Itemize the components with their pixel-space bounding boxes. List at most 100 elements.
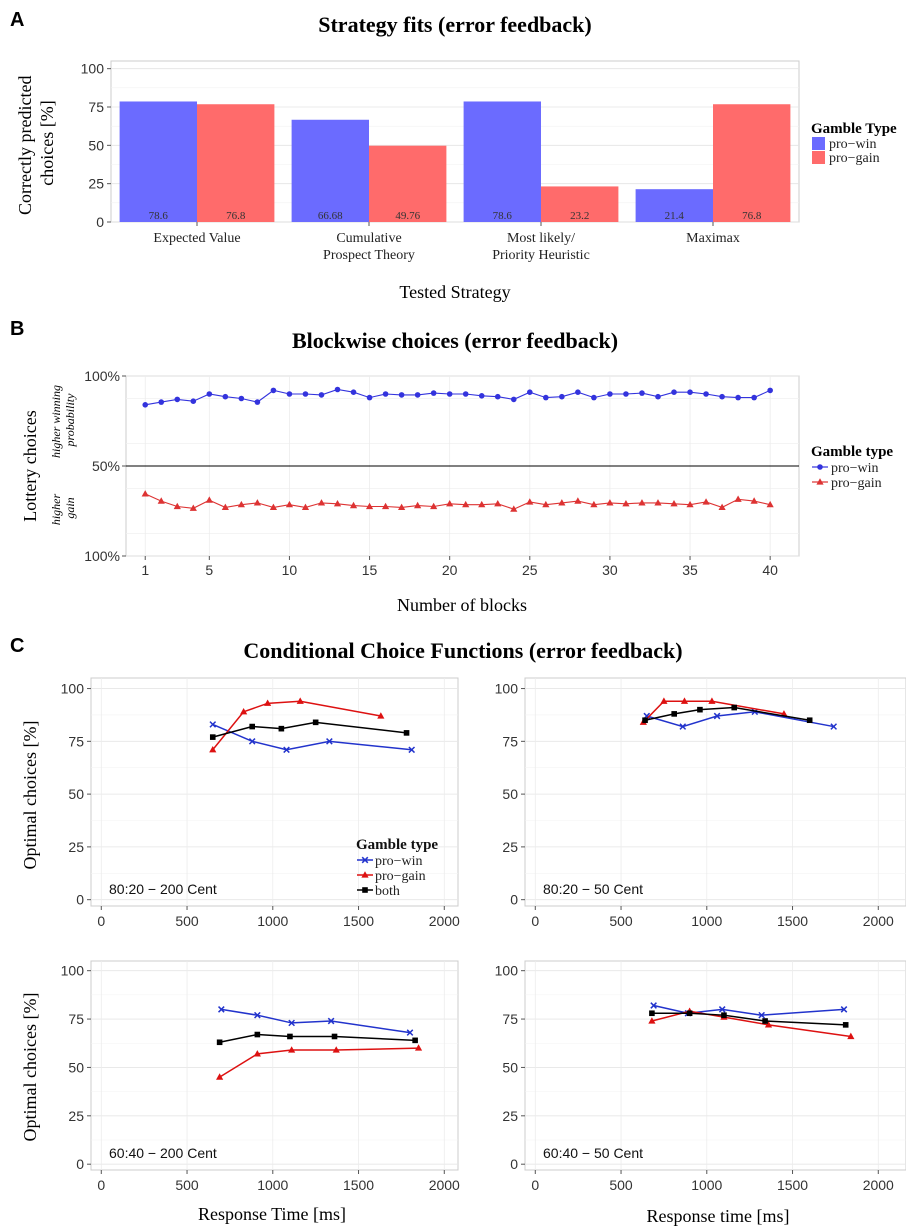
subplot-xtick-label: 1500 bbox=[777, 913, 808, 929]
panel-b-xtick-label: 5 bbox=[205, 562, 213, 578]
point-pro-gain bbox=[237, 500, 245, 508]
series-line-pro-win bbox=[145, 388, 771, 406]
point-pro-gain bbox=[718, 503, 726, 510]
point-pro-gain bbox=[349, 501, 358, 509]
point-pro-win bbox=[286, 391, 293, 397]
point-pro-gain bbox=[381, 502, 390, 510]
point-pro-win bbox=[671, 389, 677, 396]
panel-c-legend-label: pro−gain bbox=[375, 869, 426, 884]
point-both bbox=[731, 704, 738, 711]
panel-a-ylabel: Correctly predicted choices [%] bbox=[15, 71, 57, 215]
point-pro-win bbox=[270, 387, 277, 394]
panel-a-plot: 0 25 50 75 100 Expected Value 78.6 76.8 Cumulati… bbox=[81, 60, 880, 263]
point-pro-win bbox=[575, 389, 581, 396]
point-pro-win bbox=[209, 721, 217, 728]
panel-c-legend-marker bbox=[361, 871, 369, 878]
subplot-xtick-label: 1500 bbox=[343, 1177, 374, 1193]
point-pro-win bbox=[639, 390, 645, 396]
subplot-ytick-label: 75 bbox=[68, 733, 84, 749]
point-both bbox=[287, 1033, 293, 1040]
point-pro-win bbox=[254, 1011, 261, 1019]
panel-b-plot: 1 5 10 15 20 25 30 35 40100%50%100%pro−winpro−ga… bbox=[84, 368, 881, 578]
subplot-annotation: 80:20 − 50 Cent bbox=[543, 881, 643, 897]
point-pro-win bbox=[238, 395, 245, 402]
bar-pro-win bbox=[635, 189, 713, 222]
panel-b-ytick-label: 50% bbox=[92, 458, 120, 474]
panel-a-category-label: Cumulative bbox=[336, 231, 401, 246]
point-pro-gain bbox=[847, 1032, 855, 1040]
point-pro-gain bbox=[574, 497, 582, 504]
point-pro-gain bbox=[173, 502, 181, 510]
panel-a-category-label: Prospect Theory bbox=[323, 248, 415, 263]
point-pro-gain bbox=[708, 697, 716, 704]
subplot-xtick-label: 1500 bbox=[343, 913, 374, 929]
subplot-xtick-label: 0 bbox=[531, 1177, 539, 1193]
panel-c-ylabel-top: Optimal choices [%] bbox=[20, 721, 40, 870]
point-pro-gain bbox=[462, 500, 470, 508]
point-pro-gain bbox=[205, 496, 213, 503]
panel-a-legend-label: pro−gain bbox=[829, 151, 880, 166]
panel-b-legend-label: pro−gain bbox=[831, 476, 882, 491]
panel-c-legend-marker bbox=[362, 887, 368, 893]
point-pro-win bbox=[158, 399, 165, 405]
subplot-xtick-label: 1000 bbox=[257, 1177, 288, 1193]
point-pro-win-stroke-b bbox=[408, 746, 416, 754]
point-both bbox=[412, 1037, 418, 1044]
panel-b-xtick-label: 15 bbox=[362, 562, 378, 578]
point-pro-win bbox=[478, 393, 485, 399]
bar-value-label: 66.68 bbox=[318, 210, 343, 222]
subplot-xtick-label: 500 bbox=[609, 913, 633, 929]
point-both bbox=[697, 706, 703, 713]
point-pro-win bbox=[751, 708, 759, 716]
point-pro-win bbox=[703, 391, 709, 397]
point-pro-win bbox=[650, 1002, 657, 1009]
point-pro-win-stroke-b bbox=[283, 746, 290, 754]
point-both bbox=[671, 711, 678, 717]
panel-c-legend-label: both bbox=[375, 884, 400, 899]
panel-b-xtick-label: 10 bbox=[282, 562, 298, 578]
bar-pro-win bbox=[119, 101, 197, 222]
point-pro-win-stroke-b bbox=[758, 1011, 765, 1019]
subplot-xtick-label: 1000 bbox=[257, 913, 288, 929]
point-both bbox=[686, 1010, 693, 1017]
point-pro-gain bbox=[680, 697, 689, 704]
panel-b-legend-marker bbox=[817, 464, 823, 470]
point-pro-gain bbox=[606, 499, 614, 506]
subplot-annotation: 60:40 − 50 Cent bbox=[543, 1145, 643, 1161]
point-pro-win bbox=[543, 394, 549, 401]
point-pro-gain bbox=[766, 500, 774, 508]
point-both bbox=[842, 1022, 849, 1028]
point-both bbox=[721, 1012, 727, 1018]
point-pro-win bbox=[334, 386, 341, 393]
point-pro-win bbox=[327, 1017, 335, 1025]
point-pro-win-stroke-b bbox=[679, 723, 687, 730]
point-pro-gain bbox=[750, 497, 758, 504]
point-pro-gain bbox=[301, 503, 310, 510]
point-pro-win bbox=[591, 394, 597, 401]
point-pro-win bbox=[190, 398, 197, 405]
subplot-ytick-label: 50 bbox=[68, 786, 84, 802]
point-pro-gain bbox=[654, 499, 662, 506]
point-pro-win bbox=[758, 1011, 765, 1019]
point-pro-win bbox=[494, 393, 501, 400]
point-pro-gain bbox=[264, 699, 272, 706]
point-pro-gain bbox=[398, 503, 406, 510]
point-pro-win bbox=[283, 746, 290, 754]
panel-c-title: Conditional Choice Functions (error feed… bbox=[243, 638, 682, 663]
panel-b-xtick-label: 35 bbox=[682, 562, 698, 578]
panel-b-upper-label: higher winning probability bbox=[49, 382, 77, 458]
point-pro-win bbox=[527, 389, 533, 396]
bar-value-label: 21.4 bbox=[665, 210, 685, 222]
point-pro-gain bbox=[221, 503, 229, 510]
point-pro-gain bbox=[702, 498, 710, 505]
bar-value-label: 49.76 bbox=[395, 210, 420, 222]
point-pro-win-stroke-b bbox=[751, 708, 759, 716]
panel-c-letter: C bbox=[10, 635, 24, 657]
point-pro-win bbox=[254, 399, 261, 405]
point-pro-win bbox=[679, 723, 687, 730]
subplot-ytick-label: 75 bbox=[68, 1011, 84, 1027]
point-pro-win bbox=[559, 393, 565, 400]
point-pro-win bbox=[462, 391, 469, 397]
